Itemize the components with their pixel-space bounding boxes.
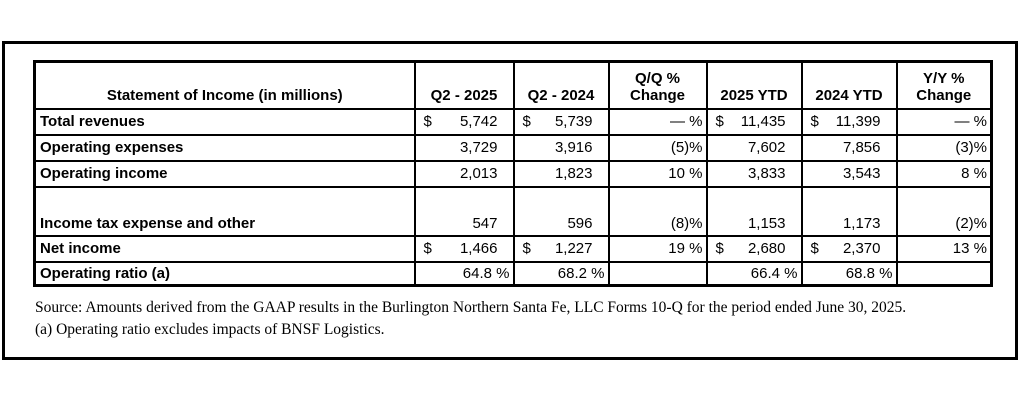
cell-2025-ytd: $2,680 (705, 234, 803, 263)
cell-2025-ytd: 66.4 % (705, 260, 803, 287)
cell-2025-ytd: 3,833 (705, 159, 803, 188)
dollar-sign: $ (423, 113, 432, 130)
cell-value: 2,370 (842, 240, 881, 257)
cell-value: 3,543 (842, 165, 881, 182)
dollar-sign: $ (810, 113, 819, 130)
income-table-wrap: Statement of Income (in millions) Q2 - 2… (33, 60, 1015, 287)
cell-2024-ytd: $2,370 (800, 234, 898, 263)
cell-2025-ytd: $11,435 (705, 107, 803, 136)
header-q2-2024: Q2 - 2024 (512, 60, 610, 110)
cell-yy-change: — % (895, 107, 993, 136)
cell-q2-2024: 68.2 % (512, 260, 610, 287)
source-note: Source: Amounts derived from the GAAP re… (35, 299, 907, 316)
cell-value: 5,739 (554, 113, 593, 130)
cell-q2-2025: 64.8 % (413, 260, 515, 287)
cell-value: 596 (567, 214, 593, 232)
cell-2025-ytd: 7,602 (705, 133, 803, 162)
cell-2024-ytd: 68.8 % (800, 260, 898, 287)
cell-value: 1,153 (747, 214, 786, 232)
cell-value: 7,856 (842, 139, 881, 156)
row-label: Total revenues (33, 107, 416, 136)
cell-q2-2024: 596 (512, 185, 610, 237)
cell-value: 11,435 (740, 113, 786, 130)
income-statement-table: Statement of Income (in millions) Q2 - 2… (33, 60, 993, 287)
cell-value: 2,680 (747, 240, 786, 257)
cell-value: 7,602 (747, 139, 786, 156)
header-2025-ytd: 2025 YTD (705, 60, 803, 110)
header-qq-change: Q/Q % Change (607, 60, 708, 110)
table-row-operating-expenses: Operating expenses 3,729 3,916 (5)% 7,60… (33, 133, 993, 162)
outer-frame: Statement of Income (in millions) Q2 - 2… (2, 41, 1018, 360)
dollar-sign: $ (810, 240, 819, 257)
cell-q2-2025: $5,742 (413, 107, 515, 136)
header-q2-2025: Q2 - 2025 (413, 60, 515, 110)
cell-q2-2024: 1,823 (512, 159, 610, 188)
cell-yy-change: (3)% (895, 133, 993, 162)
cell-2024-ytd: $11,399 (800, 107, 898, 136)
cell-value: 3,916 (554, 139, 593, 156)
table-row-total-revenues: Total revenues $5,742 $5,739 — % $11,435… (33, 107, 993, 136)
cell-2024-ytd: 7,856 (800, 133, 898, 162)
cell-q2-2024: $5,739 (512, 107, 610, 136)
cell-value: 547 (472, 214, 498, 232)
cell-value: 3,729 (459, 139, 498, 156)
cell-value: 5,742 (459, 113, 498, 130)
cell-qq-change: 19 % (607, 234, 708, 263)
cell-value: 11,399 (835, 113, 881, 130)
table-footer: Source: Amounts derived from the GAAP re… (35, 297, 1015, 341)
cell-q2-2025: 547 (413, 185, 515, 237)
cell-2025-ytd: 1,153 (705, 185, 803, 237)
cell-value: 1,466 (459, 240, 498, 257)
cell-qq-change (607, 260, 708, 287)
row-label: Net income (33, 234, 416, 263)
cell-yy-change: (2)% (895, 185, 993, 237)
dollar-sign: $ (522, 113, 531, 130)
cell-yy-change: 8 % (895, 159, 993, 188)
cell-2024-ytd: 3,543 (800, 159, 898, 188)
dollar-sign: $ (423, 240, 432, 257)
header-row: Statement of Income (in millions) Q2 - 2… (33, 60, 993, 110)
cell-yy-change (895, 260, 993, 287)
table-row-operating-income: Operating income 2,013 1,823 10 % 3,833 … (33, 159, 993, 188)
cell-value: 3,833 (747, 165, 786, 182)
header-statement-of-income: Statement of Income (in millions) (33, 60, 416, 110)
cell-yy-change: 13 % (895, 234, 993, 263)
cell-qq-change: — % (607, 107, 708, 136)
cell-qq-change: (8)% (607, 185, 708, 237)
table-row-net-income: Net income $1,466 $1,227 19 % $2,680 $2,… (33, 234, 993, 263)
cell-q2-2025: 3,729 (413, 133, 515, 162)
cell-q2-2025: $1,466 (413, 234, 515, 263)
table-row-income-tax-expense: Income tax expense and other 547 596 (8)… (33, 185, 993, 237)
cell-value: 1,823 (554, 165, 593, 182)
cell-value: 1,173 (842, 214, 881, 232)
dollar-sign: $ (522, 240, 531, 257)
cell-qq-change: (5)% (607, 133, 708, 162)
row-label: Operating ratio (a) (33, 260, 416, 287)
row-label: Operating expenses (33, 133, 416, 162)
header-yy-change: Y/Y % Change (895, 60, 993, 110)
cell-q2-2024: 3,916 (512, 133, 610, 162)
cell-2024-ytd: 1,173 (800, 185, 898, 237)
cell-q2-2025: 2,013 (413, 159, 515, 188)
header-2024-ytd: 2024 YTD (800, 60, 898, 110)
cell-value: 2,013 (459, 165, 498, 182)
footnote-a: (a) Operating ratio excludes impacts of … (35, 321, 385, 338)
table-row-operating-ratio: Operating ratio (a) 64.8 % 68.2 % 66.4 %… (33, 260, 993, 287)
row-label: Operating income (33, 159, 416, 188)
cell-qq-change: 10 % (607, 159, 708, 188)
row-label: Income tax expense and other (33, 185, 416, 237)
dollar-sign: $ (715, 240, 724, 257)
cell-value: 1,227 (554, 240, 593, 257)
dollar-sign: $ (715, 113, 724, 130)
cell-q2-2024: $1,227 (512, 234, 610, 263)
